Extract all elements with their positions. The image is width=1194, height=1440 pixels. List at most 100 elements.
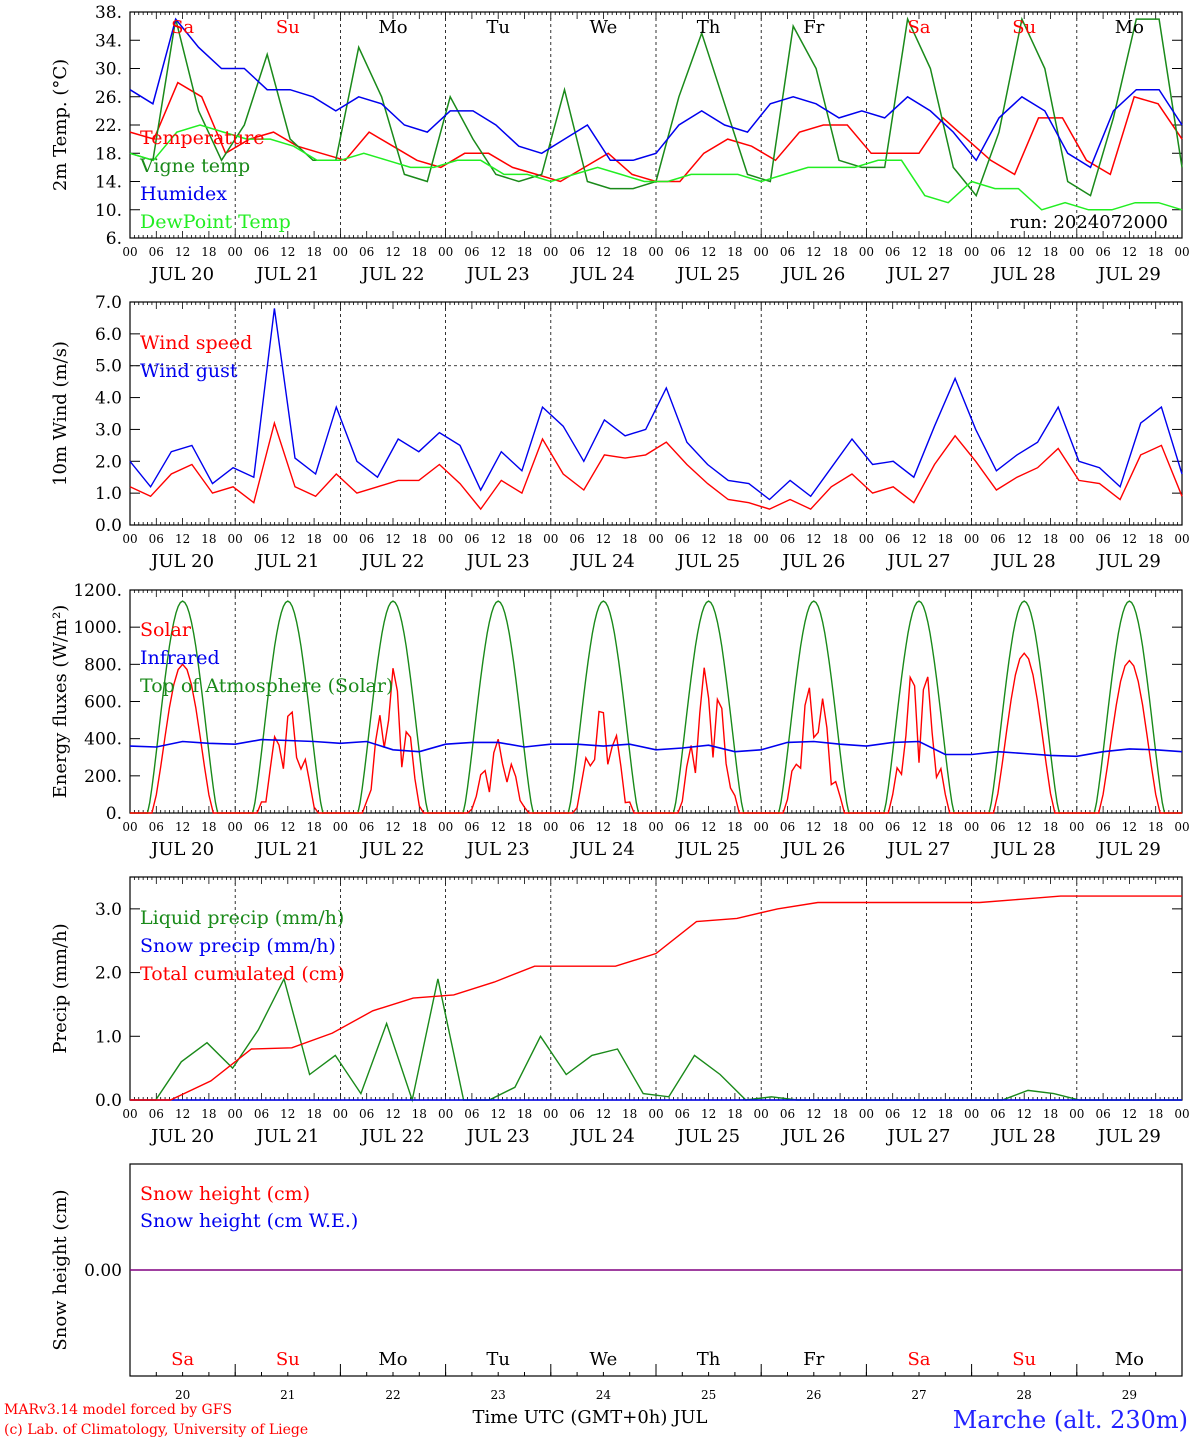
legend-entry: Total cumulated (cm) <box>140 963 345 985</box>
date-label: JUL 24 <box>570 551 635 572</box>
hour-tick-label: 06 <box>675 532 690 546</box>
hour-tick-label: 00 <box>648 532 663 546</box>
weekday-label: Tu <box>486 17 510 38</box>
footer: MARv3.14 model forced by GFS (c) Lab. of… <box>4 1402 1188 1438</box>
hour-tick-label: 18 <box>727 1107 742 1121</box>
hour-tick-label: 06 <box>990 532 1005 546</box>
hour-tick-label: 06 <box>359 532 374 546</box>
hour-tick-label: 12 <box>1017 245 1032 259</box>
hour-tick-label: 06 <box>675 820 690 834</box>
hour-tick-label: 12 <box>596 1107 611 1121</box>
date-label: JUL 25 <box>675 551 740 572</box>
weekday-label: We <box>590 1349 618 1370</box>
hour-tick-label: 00 <box>859 245 874 259</box>
hour-tick-label: 06 <box>569 820 584 834</box>
date-label: JUL 28 <box>991 264 1056 285</box>
hour-tick-label: 18 <box>622 1107 637 1121</box>
hour-tick-label: 06 <box>780 532 795 546</box>
hour-tick-label: 00 <box>122 1107 137 1121</box>
y-tick-label: 5.0 <box>95 357 122 377</box>
hour-tick-label: 12 <box>911 532 926 546</box>
hour-tick-label: 00 <box>438 820 453 834</box>
legend-entry: Top of Atmosphere (Solar) <box>140 675 393 697</box>
hour-tick-label: 00 <box>964 532 979 546</box>
legend-entry: Solar <box>140 619 192 641</box>
hour-tick-label: 12 <box>385 245 400 259</box>
hour-tick-label: 06 <box>464 532 479 546</box>
hour-tick-label: 06 <box>569 532 584 546</box>
hour-tick-label: 00 <box>228 820 243 834</box>
hour-tick-label: 12 <box>491 245 506 259</box>
date-label: JUL 25 <box>675 1126 740 1147</box>
day-number-label: 20 <box>175 1388 190 1402</box>
legend-entry: Wind gust <box>140 360 238 382</box>
plot-frame <box>129 589 1183 814</box>
date-label: JUL 23 <box>465 551 530 572</box>
y-tick-label: 38. <box>95 3 122 23</box>
hour-tick-label: 18 <box>938 820 953 834</box>
date-label: JUL 27 <box>886 264 951 285</box>
credit-line-2: (c) Lab. of Climatology, University of L… <box>4 1422 308 1438</box>
hour-tick-label: 12 <box>596 532 611 546</box>
hour-tick-label: 18 <box>1148 245 1163 259</box>
y-tick-label: 2.0 <box>95 452 122 472</box>
weekday-label: Su <box>276 17 300 38</box>
day-number-label: 24 <box>596 1388 612 1402</box>
date-label: JUL 20 <box>149 551 214 572</box>
date-label: JUL 27 <box>886 839 951 860</box>
hour-tick-label: 06 <box>675 245 690 259</box>
run-annotation: run: 2024072000 <box>1010 212 1168 233</box>
series-line-humidex <box>129 17 1183 169</box>
weekday-label: Su <box>276 1349 300 1370</box>
hour-tick-label: 18 <box>727 820 742 834</box>
hour-tick-label: 12 <box>280 820 295 834</box>
hour-tick-label: 00 <box>1174 820 1189 834</box>
y-axis-label: 10m Wind (m/s) <box>50 341 71 486</box>
y-tick-label: 34. <box>95 31 122 51</box>
y-tick-label: 1000. <box>73 618 122 638</box>
x-axis-label: Time UTC (GMT+0h) JUL <box>473 1407 708 1428</box>
hour-tick-label: 06 <box>149 1107 164 1121</box>
date-label: JUL 28 <box>991 551 1056 572</box>
date-label: JUL 24 <box>570 1126 635 1147</box>
hour-tick-label: 00 <box>1069 820 1084 834</box>
hour-tick-label: 06 <box>885 245 900 259</box>
hour-tick-label: 12 <box>491 532 506 546</box>
legend-entry: Wind speed <box>140 332 252 354</box>
hour-tick-label: 00 <box>1174 245 1189 259</box>
hour-tick-label: 00 <box>438 245 453 259</box>
hour-tick-label: 00 <box>1069 1107 1084 1121</box>
date-label: JUL 23 <box>465 1126 530 1147</box>
hour-tick-label: 06 <box>1095 820 1110 834</box>
hour-tick-label: 18 <box>832 245 847 259</box>
date-label: JUL 21 <box>254 551 319 572</box>
hour-tick-label: 06 <box>359 245 374 259</box>
hour-tick-label: 06 <box>885 1107 900 1121</box>
hour-tick-label: 12 <box>175 532 190 546</box>
date-label: JUL 22 <box>360 551 425 572</box>
credit-line-1: MARv3.14 model forced by GFS <box>4 1402 232 1418</box>
hour-tick-label: 00 <box>859 532 874 546</box>
series-line-solar <box>130 652 1182 814</box>
hour-tick-label: 00 <box>228 532 243 546</box>
date-label: JUL 26 <box>780 1126 845 1147</box>
weekday-label: Fr <box>803 1349 824 1370</box>
hour-tick-label: 18 <box>201 820 216 834</box>
y-tick-label: 0.0 <box>95 1091 122 1111</box>
hour-tick-label: 06 <box>675 1107 690 1121</box>
weekday-label: We <box>590 17 618 38</box>
hour-tick-label: 00 <box>648 245 663 259</box>
date-label: JUL 22 <box>360 264 425 285</box>
hour-tick-label: 12 <box>280 1107 295 1121</box>
series-line-wind-gust <box>129 308 1183 501</box>
hour-tick-label: 12 <box>806 1107 821 1121</box>
y-tick-label: 4.0 <box>95 389 122 409</box>
hour-tick-label: 06 <box>569 245 584 259</box>
hour-tick-label: 18 <box>201 532 216 546</box>
hour-tick-label: 06 <box>464 245 479 259</box>
day-number-label: 26 <box>806 1388 821 1402</box>
hour-tick-label: 00 <box>964 245 979 259</box>
y-axis-label: Energy fluxes (W/m²) <box>50 605 71 799</box>
hour-tick-label: 00 <box>543 532 558 546</box>
energy-flux-panel: 0. 200. 400. 600. 800. 1000. 1200.Energy fluxe… <box>50 581 1190 860</box>
